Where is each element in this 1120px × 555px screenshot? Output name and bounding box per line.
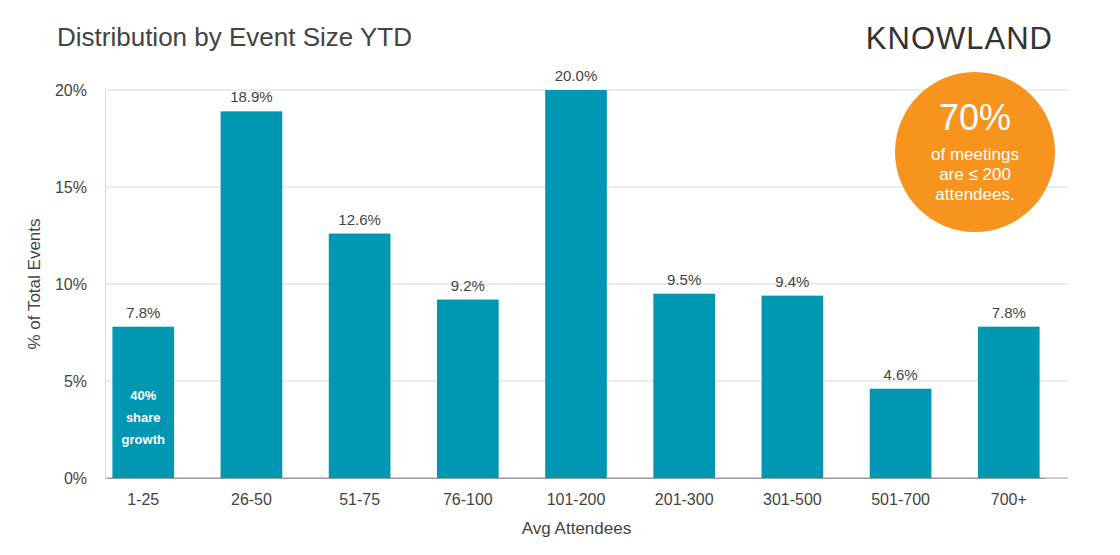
x-tick-label: 301-500 xyxy=(763,491,822,508)
bar xyxy=(653,294,715,478)
bar-annotation-text: 40% xyxy=(130,388,156,403)
callout-circle xyxy=(895,72,1055,232)
y-axis: 0% 5% 10% 15% 20% xyxy=(55,82,106,487)
x-axis: 1-25 26-50 51-75 76-100 101-200 201-300 301-50… xyxy=(108,478,1046,508)
bar-annotation-text: share xyxy=(126,410,161,425)
x-tick-label: 101-200 xyxy=(547,491,606,508)
bar xyxy=(329,234,391,478)
callout-text: of meetings xyxy=(931,145,1019,164)
x-tick: 26-50 xyxy=(231,478,272,508)
chart: 0% 5% 10% 15% 20% 1-25 26-50 51-75 76-100 101-200… xyxy=(0,0,1120,555)
x-axis-line xyxy=(108,478,1046,479)
bar xyxy=(112,327,174,478)
x-tick: 51-75 xyxy=(339,478,380,508)
callout: 70% of meetingsare ≤ 200attendees. xyxy=(895,72,1055,232)
x-tick-label: 700+ xyxy=(991,491,1027,508)
callout-text: 70% xyxy=(939,97,1011,138)
bar xyxy=(978,327,1040,478)
x-tick: 301-500 xyxy=(763,478,822,508)
y-tick: 0% xyxy=(64,470,105,487)
data-label: 20.0% xyxy=(555,67,598,84)
x-tick: 76-100 xyxy=(443,478,493,508)
x-tick-label: 51-75 xyxy=(339,491,380,508)
x-tick-label: 1-25 xyxy=(127,491,159,508)
y-tick: 10% xyxy=(55,276,105,293)
data-label: 18.9% xyxy=(230,88,273,105)
y-tick-label: 15% xyxy=(55,179,87,196)
y-tick-label: 0% xyxy=(64,470,87,487)
x-tick: 101-200 xyxy=(547,478,606,508)
bar-annotation: 40% share growth xyxy=(122,388,165,447)
x-tick-label: 26-50 xyxy=(231,491,272,508)
bar xyxy=(545,90,607,478)
y-axis-line xyxy=(105,91,106,479)
x-tick-label: 76-100 xyxy=(443,491,493,508)
x-tick: 700+ xyxy=(991,478,1027,508)
data-label: 7.8% xyxy=(992,304,1026,321)
x-tick-label: 201-300 xyxy=(655,491,714,508)
bar xyxy=(437,300,499,478)
x-tick: 201-300 xyxy=(655,478,714,508)
bar xyxy=(870,389,932,478)
data-label: 9.5% xyxy=(667,271,701,288)
y-tick-label: 5% xyxy=(64,373,87,390)
data-label: 12.6% xyxy=(338,211,381,228)
y-tick: 20% xyxy=(55,82,105,99)
callout-text: are ≤ 200 xyxy=(939,165,1011,184)
x-tick-label: 501-700 xyxy=(871,491,930,508)
y-tick-label: 10% xyxy=(55,276,87,293)
data-label: 4.6% xyxy=(883,366,917,383)
x-axis-title: Avg Attendees xyxy=(522,519,631,538)
bar xyxy=(221,111,283,478)
callout-text: attendees. xyxy=(935,185,1014,204)
bar xyxy=(762,296,824,478)
data-label: 9.4% xyxy=(775,273,809,290)
data-label: 7.8% xyxy=(126,304,160,321)
data-labels: 7.8% 18.9% 12.6% 9.2% 20.0% 9.5% 9.4% 4.6% 7.8% xyxy=(126,67,1026,383)
y-tick: 5% xyxy=(64,373,105,390)
data-label: 9.2% xyxy=(451,277,485,294)
bar-annotation-text: growth xyxy=(122,432,165,447)
y-tick: 15% xyxy=(55,179,105,196)
title: Distribution by Event Size YTD xyxy=(57,22,412,52)
logo: KNOWLAND xyxy=(866,21,1053,56)
x-tick: 501-700 xyxy=(871,478,930,508)
y-axis-title: % of Total Events xyxy=(25,218,44,349)
x-tick: 1-25 xyxy=(127,478,159,508)
y-tick-label: 20% xyxy=(55,82,87,99)
